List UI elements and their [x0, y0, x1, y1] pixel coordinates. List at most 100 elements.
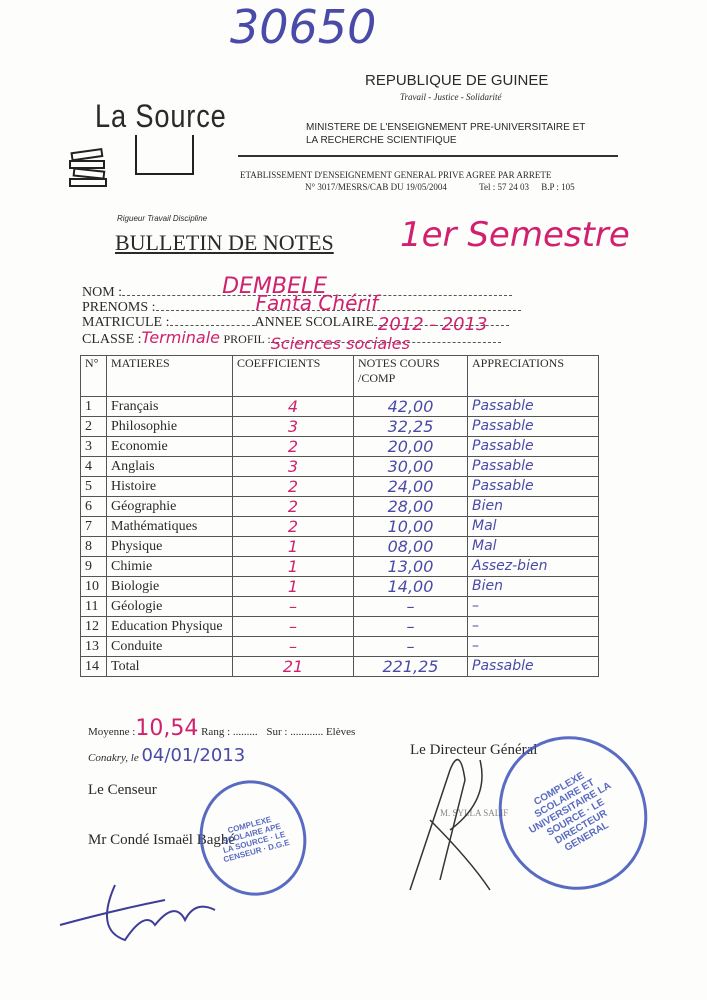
table-row: 5 Histoire 2 24,00 Passable [80, 476, 599, 497]
row-number: 11 [80, 596, 107, 617]
appreciation: Passable [467, 476, 599, 497]
subject-name: Philosophie [106, 416, 233, 437]
appreciation: Bien [467, 496, 599, 517]
coefficient: 21 [232, 656, 354, 677]
subject-name: Mathématiques [106, 516, 233, 537]
subject-name: Total [106, 656, 233, 677]
coefficient: 3 [232, 456, 354, 477]
table-row: 4 Anglais 3 30,00 Passable [80, 456, 599, 477]
coefficient: 1 [232, 556, 354, 577]
prenoms-label: PRENOMS : [82, 300, 156, 315]
average-label: Moyenne : [88, 726, 136, 738]
place-label: Conakry, le [88, 752, 139, 764]
col-grades: NOTES COURS /COMP [353, 355, 468, 397]
row-number: 14 [80, 656, 107, 677]
coefficient: – [232, 616, 354, 637]
country-name: REPUBLIQUE DE GUINEE [365, 72, 549, 89]
subject-name: Economie [106, 436, 233, 457]
subject-name: Conduite [106, 636, 233, 657]
table-row: 3 Economie 2 20,00 Passable [80, 436, 599, 457]
censor-name: Mr Condé Ismaël Baghé [88, 832, 236, 848]
row-number: 1 [80, 396, 107, 417]
row-number: 3 [80, 436, 107, 457]
coefficient: – [232, 596, 354, 617]
table-row: 1 Français 4 42,00 Passable [80, 396, 599, 417]
appreciation: Mal [467, 536, 599, 557]
row-number: 13 [80, 636, 107, 657]
grade: 28,00 [353, 496, 468, 517]
censor-title: Le Censeur [88, 782, 157, 798]
director-title: Le Directeur Général [410, 742, 538, 758]
table-row: 7 Mathématiques 2 10,00 Mal [80, 516, 599, 537]
establishment-decree: N° 3017/MESRS/CAB DU 19/05/2004 [305, 182, 447, 192]
logo-frame [135, 135, 194, 175]
grade: 20,00 [353, 436, 468, 457]
student-class: Terminale [141, 328, 220, 347]
grade: 14,00 [353, 576, 468, 597]
subject-name: Géologie [106, 596, 233, 617]
semester-handwritten: 1er Semestre [400, 215, 630, 255]
coefficient: 2 [232, 496, 354, 517]
coefficient: 2 [232, 436, 354, 457]
row-number: 4 [80, 456, 107, 477]
grade: 221,25 [353, 656, 468, 677]
school-year-label: ANNEE SCOLAIRE [254, 315, 374, 330]
student-info: NOM : DEMBELE PRENOMS : Fanta Chérif MATRI… [82, 276, 542, 352]
table-row: 6 Géographie 2 28,00 Bien [80, 496, 599, 517]
row-number: 5 [80, 476, 107, 497]
grade: 10,00 [353, 516, 468, 537]
appreciation: – [467, 616, 599, 637]
grade: 42,00 [353, 396, 468, 417]
classe-label: CLASSE : [82, 332, 142, 347]
coefficient: 1 [232, 536, 354, 557]
subject-name: Biologie [106, 576, 233, 597]
col-subjects: MATIERES [106, 355, 233, 397]
grade: – [353, 636, 468, 657]
subject-name: Education Physique [106, 616, 233, 637]
table-row: 14 Total 21 221,25 Passable [80, 656, 599, 677]
row-number: 8 [80, 536, 107, 557]
row-number: 6 [80, 496, 107, 517]
appreciation: Passable [467, 416, 599, 437]
class-size-label: Sur : ............ Elèves [266, 726, 356, 738]
appreciation: Mal [467, 516, 599, 537]
grades-table: N° MATIERES COEFFICIENTS NOTES COURS /CO… [80, 355, 599, 677]
coefficient: 3 [232, 416, 354, 437]
coefficient: 2 [232, 516, 354, 537]
grade: – [353, 596, 468, 617]
issue-date: 04/01/2013 [141, 745, 246, 766]
subject-name: Géographie [106, 496, 233, 517]
average-value: 10,54 [135, 716, 199, 741]
grade: – [353, 616, 468, 637]
table-row: 2 Philosophie 3 32,25 Passable [80, 416, 599, 437]
subject-name: Anglais [106, 456, 233, 477]
school-year: 2012 - 2013 [377, 314, 488, 335]
row-number: 12 [80, 616, 107, 637]
ministry-line-2: LA RECHERCHE SCIENTIFIQUE [306, 135, 457, 146]
table-header-row: N° MATIERES COEFFICIENTS NOTES COURS /CO… [80, 355, 599, 397]
table-row: 8 Physique 1 08,00 Mal [80, 536, 599, 557]
grade: 32,25 [353, 416, 468, 437]
table-row: 13 Conduite – – – [80, 636, 599, 657]
appreciation: Bien [467, 576, 599, 597]
appreciation: Passable [467, 456, 599, 477]
table-row: 11 Géologie – – – [80, 596, 599, 617]
document-title: BULLETIN DE NOTES [115, 230, 334, 255]
coefficient: 1 [232, 576, 354, 597]
table-row: 9 Chimie 1 13,00 Assez-bien [80, 556, 599, 577]
student-first-names: Fanta Chérif [255, 291, 379, 315]
director-signature [409, 758, 491, 891]
rank-label: Rang : ......... [201, 726, 258, 738]
handwritten-reference-number: 30650 [230, 0, 377, 54]
books-logo-icon [68, 145, 112, 189]
coefficient: 4 [232, 396, 354, 417]
country-motto: Travail - Justice - Solidarité [400, 92, 502, 102]
header-divider [238, 155, 618, 157]
establishment-phone: Tel : 57 24 03 [479, 182, 529, 192]
student-last-name: DEMBELE [222, 274, 328, 299]
col-coefficients: COEFFICIENTS [232, 355, 354, 397]
establishment-po-box: B.P : 105 [541, 182, 575, 192]
appreciation: – [467, 596, 599, 617]
appreciation: Passable [467, 656, 599, 677]
